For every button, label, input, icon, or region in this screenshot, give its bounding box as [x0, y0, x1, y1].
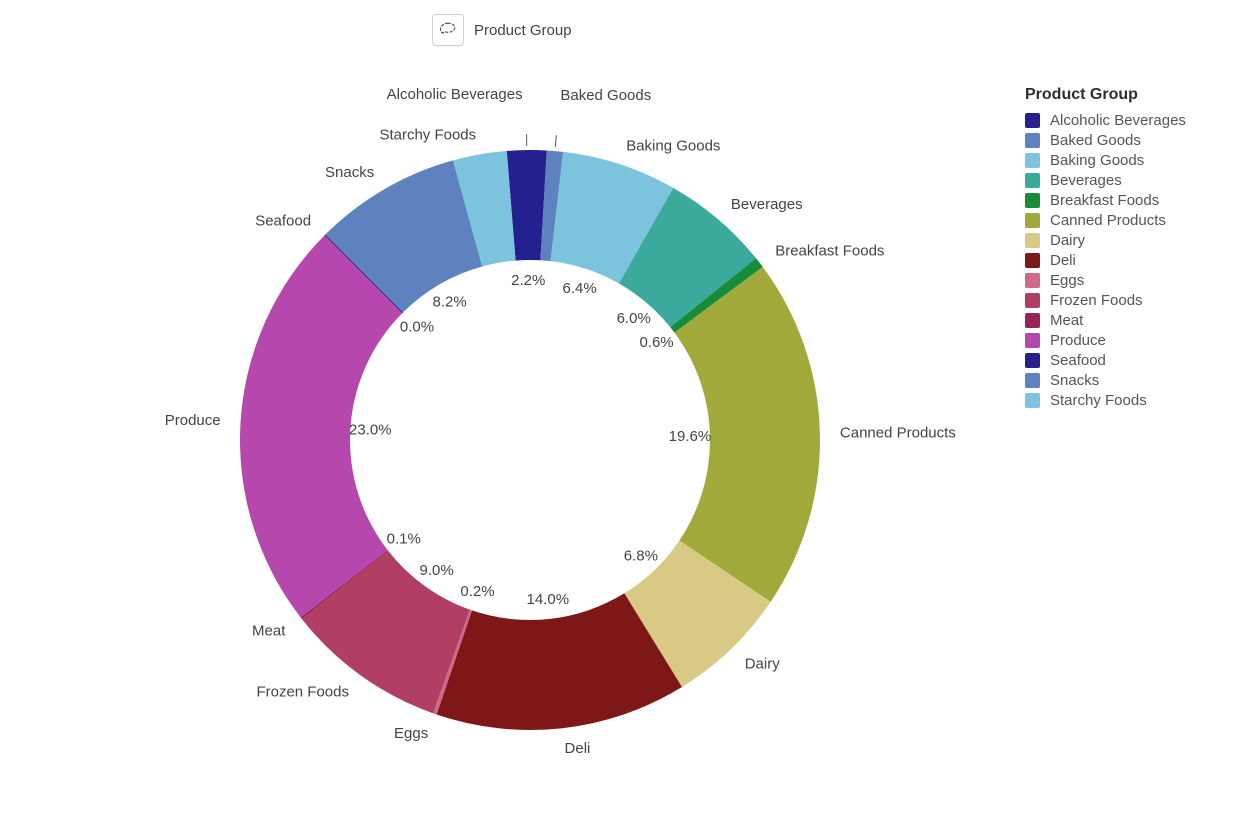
- legend-swatch: [1025, 313, 1040, 328]
- legend-swatch: [1025, 373, 1040, 388]
- legend-item-label: Alcoholic Beverages: [1050, 112, 1186, 129]
- legend-swatch: [1025, 173, 1040, 188]
- legend-item-label: Starchy Foods: [1050, 392, 1147, 409]
- slice-label: Eggs: [394, 725, 428, 742]
- legend-item-label: Dairy: [1050, 232, 1085, 249]
- slice-value-label: 0.2%: [460, 583, 494, 600]
- slice-label: Seafood: [255, 212, 311, 229]
- legend-item[interactable]: Beverages: [1025, 172, 1225, 189]
- legend-item[interactable]: Baking Goods: [1025, 152, 1225, 169]
- legend-swatch: [1025, 113, 1040, 128]
- slice-label: Snacks: [325, 164, 374, 181]
- legend-item-label: Frozen Foods: [1050, 292, 1143, 309]
- legend-item-label: Baking Goods: [1050, 152, 1144, 169]
- slice-label: Breakfast Foods: [775, 242, 884, 259]
- slice-label: Meat: [252, 622, 286, 639]
- slice-value-label: 6.8%: [624, 547, 658, 564]
- slice-value-label: 6.4%: [563, 280, 597, 297]
- slice-label: Alcoholic Beverages: [387, 86, 523, 103]
- slice-value-label: 0.1%: [387, 530, 421, 547]
- legend-swatch: [1025, 133, 1040, 148]
- slice-value-label: 0.0%: [400, 319, 434, 336]
- legend-swatch: [1025, 153, 1040, 168]
- slice-label: Canned Products: [840, 425, 956, 442]
- legend-item-label: Produce: [1050, 332, 1106, 349]
- legend-item[interactable]: Snacks: [1025, 372, 1225, 389]
- legend: Product Group Alcoholic Beverages Baked G…: [1025, 86, 1225, 412]
- slice-value-label: 6.0%: [617, 310, 651, 327]
- legend-item[interactable]: Breakfast Foods: [1025, 192, 1225, 209]
- slice-label: Baked Goods: [560, 87, 651, 104]
- slice-value-label: 9.0%: [419, 562, 453, 579]
- legend-item-label: Meat: [1050, 312, 1083, 329]
- legend-item-label: Deli: [1050, 252, 1076, 269]
- legend-item-label: Breakfast Foods: [1050, 192, 1159, 209]
- legend-swatch: [1025, 353, 1040, 368]
- slice-value-label: 2.2%: [511, 272, 545, 289]
- legend-item[interactable]: Dairy: [1025, 232, 1225, 249]
- legend-item[interactable]: Deli: [1025, 252, 1225, 269]
- legend-swatch: [1025, 393, 1040, 408]
- legend-item[interactable]: Produce: [1025, 332, 1225, 349]
- legend-item[interactable]: Meat: [1025, 312, 1225, 329]
- slice-label: Frozen Foods: [256, 684, 349, 701]
- legend-swatch: [1025, 233, 1040, 248]
- slice-value-label: 14.0%: [527, 591, 570, 608]
- legend-item-label: Eggs: [1050, 272, 1084, 289]
- legend-swatch: [1025, 193, 1040, 208]
- legend-item[interactable]: Alcoholic Beverages: [1025, 112, 1225, 129]
- slice-label: Deli: [565, 740, 591, 757]
- legend-item[interactable]: Baked Goods: [1025, 132, 1225, 149]
- legend-swatch: [1025, 213, 1040, 228]
- slice-value-label: 8.2%: [433, 294, 467, 311]
- slice-label: Produce: [165, 412, 221, 429]
- legend-item-label: Canned Products: [1050, 212, 1166, 229]
- legend-item[interactable]: Eggs: [1025, 272, 1225, 289]
- legend-title: Product Group: [1025, 86, 1225, 104]
- legend-item-label: Beverages: [1050, 172, 1122, 189]
- legend-swatch: [1025, 333, 1040, 348]
- legend-item[interactable]: Canned Products: [1025, 212, 1225, 229]
- legend-item-label: Snacks: [1050, 372, 1099, 389]
- slice-value-label: 23.0%: [349, 422, 392, 439]
- slice-value-label: 19.6%: [669, 428, 712, 445]
- legend-swatch: [1025, 253, 1040, 268]
- legend-item[interactable]: Starchy Foods: [1025, 392, 1225, 409]
- legend-swatch: [1025, 273, 1040, 288]
- legend-item[interactable]: Frozen Foods: [1025, 292, 1225, 309]
- slice-label: Baking Goods: [626, 137, 720, 154]
- slice-label: Starchy Foods: [379, 127, 476, 144]
- legend-swatch: [1025, 293, 1040, 308]
- legend-item-label: Baked Goods: [1050, 132, 1141, 149]
- legend-item-label: Seafood: [1050, 352, 1106, 369]
- leader-line: [555, 135, 556, 147]
- legend-item[interactable]: Seafood: [1025, 352, 1225, 369]
- slice-label: Dairy: [745, 656, 781, 673]
- slice-label: Beverages: [731, 196, 803, 213]
- slice-value-label: 0.6%: [639, 334, 673, 351]
